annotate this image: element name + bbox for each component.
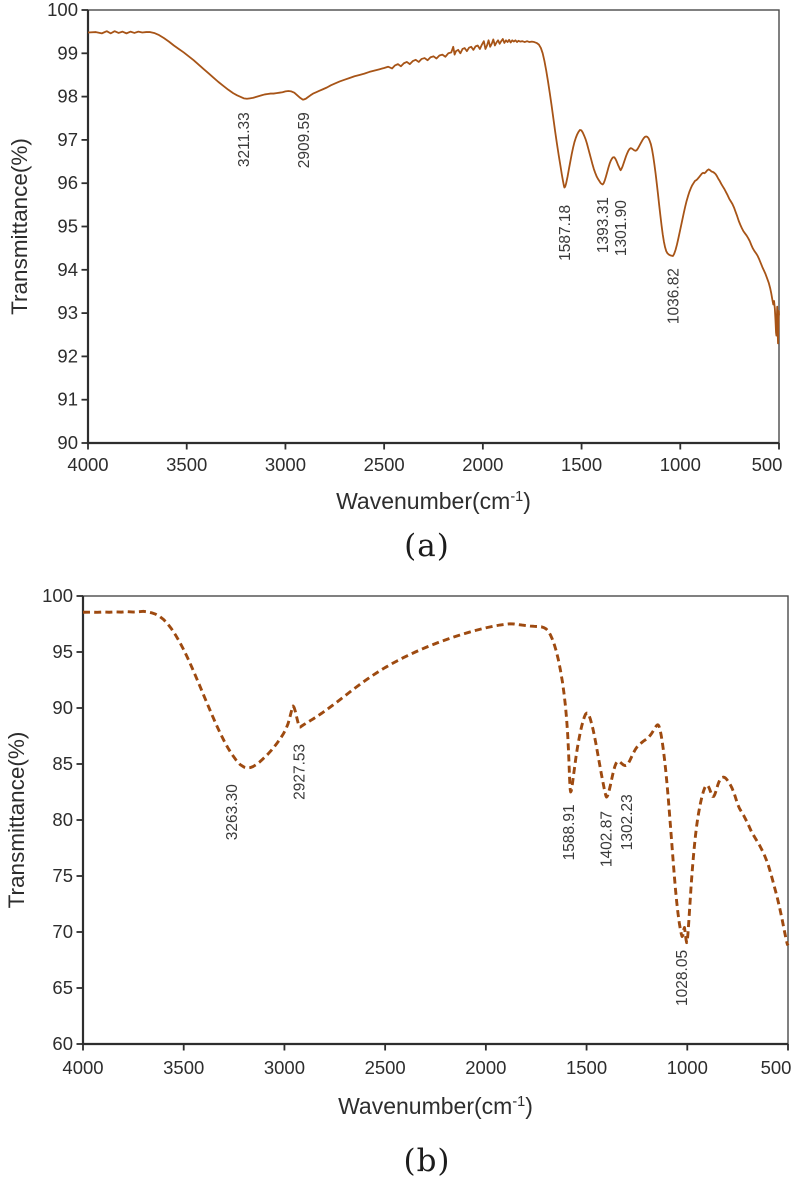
- y-tick-label-b: 85: [52, 753, 73, 774]
- peak-label-a: 1036.82: [666, 268, 683, 324]
- chart-a: 4000 3500 3000 2500 2000 1500 1000 500 100 99 98 97…: [7, 0, 782, 514]
- x-tick-label-a: 3000: [265, 454, 306, 475]
- x-tick-label-b: 2500: [365, 1057, 406, 1078]
- x-tick-label-a: 1500: [561, 454, 602, 475]
- peak-label-b: 1028.05: [674, 950, 691, 1006]
- y-tick-label-b: 75: [52, 865, 73, 886]
- x-tick-label-b: 3500: [163, 1057, 204, 1078]
- y-tick-label-b: 95: [52, 641, 73, 662]
- peak-label-a: 3211.33: [236, 112, 253, 167]
- y-tick-label-a: 91: [57, 389, 78, 410]
- x-tick-label-a: 1000: [660, 454, 701, 475]
- y-tick-label-b: 90: [52, 697, 73, 718]
- y-tick-label-a: 90: [57, 432, 78, 453]
- x-tick-label-b: 4000: [62, 1057, 103, 1078]
- y-tick-label-a: 99: [57, 42, 78, 63]
- peak-label-a: 2909.59: [296, 112, 313, 168]
- x-axis-title-b: Wavenumber(cm-1): [338, 1093, 533, 1119]
- chart-b: 4000 3500 3000 2500 2000 1500 1000 500 100 95 90 85…: [4, 585, 791, 1119]
- chart-b-caption: (b): [403, 1143, 451, 1179]
- x-tick-label-b: 1500: [566, 1057, 607, 1078]
- spectrum-curve-b: [82, 609, 790, 947]
- y-tick-label-a: 96: [57, 172, 78, 193]
- peak-label-a: 1301.90: [613, 200, 630, 256]
- x-tick-label-b: 3000: [264, 1057, 305, 1078]
- x-tick-label-b: 1000: [667, 1057, 708, 1078]
- y-tick-label-a: 98: [57, 86, 78, 107]
- peak-label-a: 1393.31: [595, 197, 612, 253]
- y-tick-label-b: 65: [52, 977, 73, 998]
- peak-label-b: 2927.53: [292, 744, 309, 800]
- axes-a: [86, 10, 779, 445]
- y-tick-label-b: 70: [52, 921, 73, 942]
- x-tick-label-b: 500: [761, 1057, 792, 1078]
- x-tick-label-a: 2500: [364, 454, 405, 475]
- plot-border-a: [87, 9, 780, 444]
- y-axis-title-b: Transmittance(%): [4, 732, 29, 909]
- chart-a-caption: (a): [404, 528, 450, 564]
- peak-label-b: 3263.30: [224, 784, 241, 840]
- y-tick-label-a: 97: [57, 129, 78, 150]
- x-tick-label-a: 3500: [166, 454, 207, 475]
- peak-label-a: 1587.18: [557, 205, 574, 261]
- peak-label-b: 1402.87: [599, 811, 616, 867]
- y-axis-title-a: Transmittance(%): [7, 138, 32, 315]
- y-tick-label-b: 80: [52, 809, 73, 830]
- peak-label-b: 1302.23: [619, 794, 636, 850]
- x-tick-label-b: 2000: [465, 1057, 506, 1078]
- y-tick-label-a: 94: [57, 259, 78, 280]
- x-tick-label-a: 500: [752, 454, 783, 475]
- y-tick-label-b: 60: [52, 1033, 73, 1054]
- spectrum-curve-a: [87, 30, 780, 345]
- y-tick-label-b: 100: [42, 585, 73, 606]
- x-tick-label-a: 2000: [462, 454, 503, 475]
- y-tick-label-a: 100: [47, 0, 78, 20]
- x-tick-label-a: 4000: [67, 454, 108, 475]
- peak-label-b: 1588.91: [561, 804, 578, 860]
- x-axis-title-a: Wavenumber(cm-1): [336, 488, 531, 514]
- y-tick-label-a: 92: [57, 345, 78, 366]
- y-tick-label-a: 93: [57, 302, 78, 323]
- y-tick-label-a: 95: [57, 216, 78, 237]
